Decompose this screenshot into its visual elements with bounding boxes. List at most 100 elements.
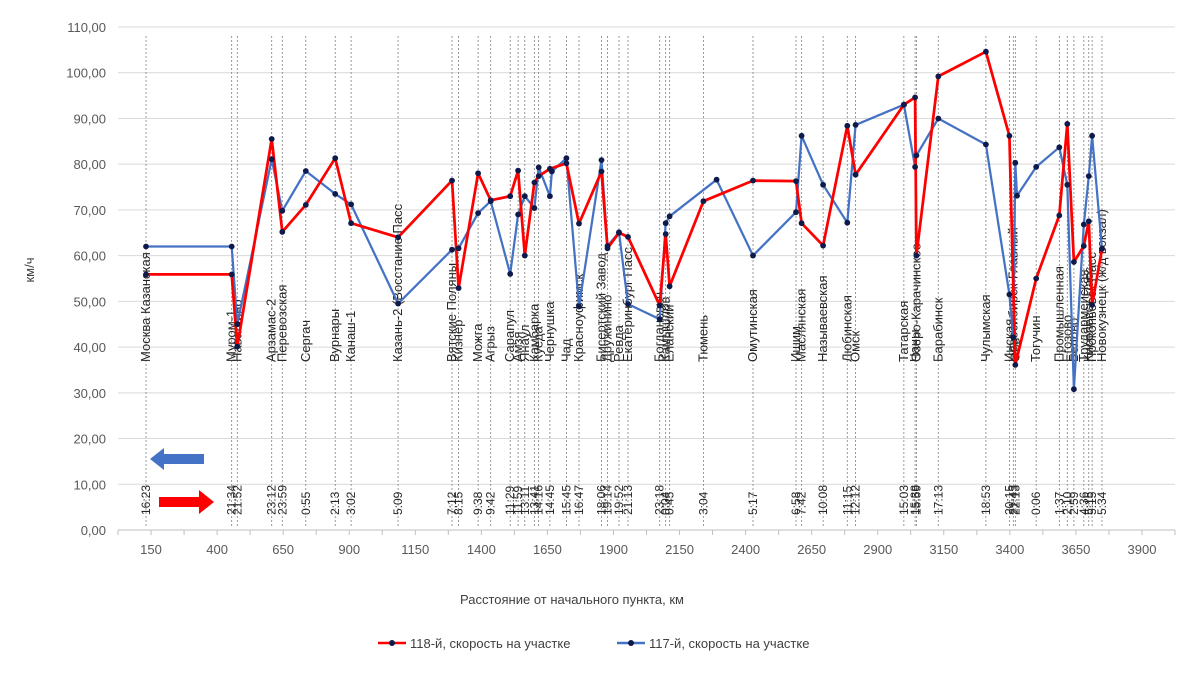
- data-point: [531, 179, 538, 186]
- station-label: Камышлов: [658, 297, 673, 362]
- time-label: 12:12: [849, 485, 863, 515]
- y-tick-label: 0,00: [81, 523, 106, 538]
- time-label: 21:34: [225, 485, 239, 515]
- time-label: 3:04: [696, 491, 710, 515]
- station-label: Перевозская: [274, 285, 289, 362]
- data-point: [395, 234, 401, 241]
- station-label: Новокузнецк (ж/д вокзал): [1094, 209, 1109, 362]
- station-label: Промышленная: [1051, 266, 1066, 362]
- time-label: 21:52: [230, 485, 244, 515]
- time-label: 14:16: [532, 485, 546, 515]
- time-label: 20:15: [1002, 485, 1016, 515]
- station-label: Маслянская: [794, 289, 809, 362]
- data-point: [1006, 132, 1013, 139]
- station-leader-lines: [145, 36, 1103, 527]
- data-point: [820, 181, 826, 188]
- data-point: [844, 219, 851, 226]
- time-label: 17:13: [931, 485, 945, 515]
- y-tick-label: 10,00: [73, 477, 106, 492]
- y-tick-label: 70,00: [73, 203, 106, 218]
- data-point: [1033, 164, 1040, 170]
- data-point: [1071, 259, 1077, 265]
- time-label: 16:23: [139, 485, 153, 515]
- data-point: [625, 234, 631, 240]
- y-tick-label: 80,00: [73, 157, 106, 172]
- data-point: [521, 252, 528, 259]
- station-label: Бисертский Завод: [594, 253, 609, 362]
- data-point: [750, 177, 756, 184]
- data-point: [983, 48, 989, 55]
- data-point: [576, 303, 582, 310]
- time-label: 19:52: [612, 485, 626, 515]
- data-point: [1085, 218, 1092, 225]
- x-tick-label: 650: [272, 542, 294, 557]
- time-label: 19:14: [600, 485, 614, 515]
- time-label: 9:42: [484, 491, 498, 515]
- time-label: 23:59: [275, 485, 289, 515]
- series-line-1: [146, 50, 1104, 367]
- station-label: Кизнер: [451, 320, 466, 362]
- x-axis-ticks: 150 400 650 900 1150 1400 1650 1900 2150 2400 2650…: [117, 530, 1176, 557]
- data-point: [935, 115, 942, 122]
- data-point: [302, 168, 309, 174]
- station-label: Барабинск: [930, 297, 945, 362]
- x-tick-label: 2400: [731, 542, 760, 557]
- data-point: [912, 94, 918, 101]
- data-point: [515, 211, 521, 218]
- data-point: [547, 165, 553, 172]
- data-point: [935, 73, 942, 80]
- x-tick-label: 400: [206, 542, 228, 557]
- station-label: Омск: [848, 330, 863, 362]
- data-point: [616, 229, 622, 236]
- legend-marker: [389, 640, 395, 646]
- data-point: [1012, 159, 1019, 166]
- data-point: [1056, 212, 1063, 219]
- y-tick-label: 110,00: [67, 20, 106, 35]
- data-point: [449, 246, 455, 253]
- time-label: 16:47: [572, 485, 586, 515]
- data-point: [666, 283, 673, 290]
- data-point: [912, 164, 918, 170]
- data-point: [332, 191, 339, 197]
- station-label: Любинская: [839, 295, 854, 362]
- data-point: [1089, 132, 1095, 139]
- data-point: [1014, 192, 1020, 199]
- data-point: [1010, 334, 1017, 341]
- data-point: [625, 301, 631, 307]
- time-label: 0:55: [299, 491, 313, 515]
- x-tick-label: 1900: [599, 542, 628, 557]
- time-label: 13:11: [518, 486, 532, 515]
- data-point: [1033, 275, 1040, 282]
- x-tick-label: 150: [140, 542, 162, 557]
- station-label: Называевская: [815, 276, 830, 363]
- data-point: [662, 220, 669, 227]
- data-point: [793, 209, 799, 216]
- data-point: [1071, 386, 1077, 393]
- direction-arrows: [150, 448, 214, 514]
- x-tick-label: 2150: [665, 542, 694, 557]
- data-point: [268, 156, 275, 163]
- data-point: [820, 242, 826, 249]
- y-tick-label: 30,00: [73, 386, 106, 401]
- data-point: [395, 300, 401, 307]
- x-tick-label: 3650: [1061, 542, 1090, 557]
- data-point: [1089, 302, 1095, 308]
- y-tick-label: 40,00: [73, 340, 106, 355]
- data-point: [913, 252, 920, 259]
- station-label: Казань-2 (Восстание Пасс: [390, 203, 405, 362]
- time-label: 11:59: [511, 486, 525, 515]
- time-label: 3:02: [344, 491, 358, 515]
- x-tick-label: 3150: [929, 542, 958, 557]
- data-point: [913, 152, 920, 159]
- data-point: [983, 141, 989, 148]
- data-point: [455, 285, 462, 291]
- data-point: [234, 343, 241, 350]
- time-label: 5:17: [746, 491, 760, 515]
- legend: 118-й, скорость на участке 117-й, скорост…: [378, 636, 809, 651]
- y-tick-label: 100,00: [66, 66, 106, 81]
- data-point: [1064, 181, 1071, 188]
- time-label: 14:45: [543, 485, 557, 515]
- data-point: [279, 207, 286, 214]
- station-label: Сергач: [298, 320, 313, 362]
